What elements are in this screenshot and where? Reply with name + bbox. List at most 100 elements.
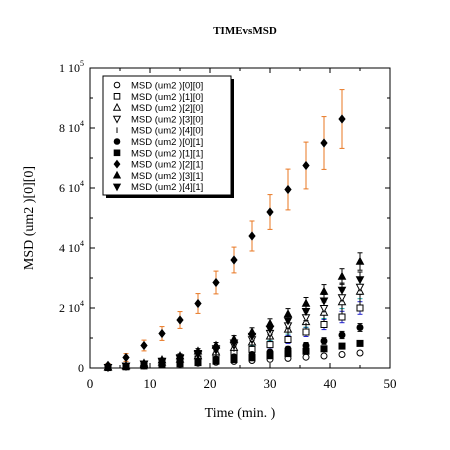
legend-label: MSD (um2 )[2][1] [131, 160, 203, 171]
data-point [140, 340, 148, 351]
y-tick-mantissa: 1 10 [59, 61, 80, 75]
legend-label: MSD (um2 )[1][0] [131, 92, 203, 103]
y-tick-exponent: 4 [80, 179, 84, 188]
data-point [338, 114, 346, 124]
legend-marker [113, 138, 121, 145]
legend-marker [112, 183, 122, 192]
y-tick-mantissa: 2 10 [59, 301, 80, 315]
data-point [266, 207, 274, 217]
data-point [338, 351, 346, 358]
y-tick-exponent: 4 [80, 239, 84, 248]
data-point [338, 331, 346, 339]
data-point [139, 360, 149, 369]
data-point [301, 308, 311, 317]
data-point [319, 305, 329, 314]
data-point [320, 321, 328, 328]
legend-marker [113, 149, 121, 157]
data-point [175, 354, 185, 363]
y-tick-label: 1 105 [59, 59, 84, 75]
data-point [284, 336, 292, 343]
data-point [338, 313, 346, 321]
legend-marker [112, 170, 122, 179]
data-point [337, 286, 347, 295]
data-point [265, 318, 275, 327]
x-tick-label: 40 [324, 376, 337, 391]
y-tick-exponent: 4 [80, 119, 84, 128]
data-point [212, 357, 220, 365]
legend-marker [113, 81, 121, 89]
data-point [229, 339, 239, 348]
y-tick-exponent: 5 [80, 59, 84, 68]
y-tick-mantissa: 4 10 [59, 241, 80, 255]
data-point [157, 357, 167, 366]
data-point [283, 309, 293, 318]
data-point [211, 345, 221, 354]
data-point [230, 356, 238, 364]
legend-marker [112, 102, 122, 111]
legend: MSD (um2 )[0][0]MSD (um2 )[1][0]MSD (um2… [102, 75, 234, 198]
data-point [302, 353, 310, 361]
data-point [301, 298, 311, 307]
data-point [355, 276, 365, 285]
y-axis-label: MSD (um2 )[0][0] [22, 166, 37, 270]
data-point [266, 352, 274, 360]
y-tick-label: 0 [78, 361, 84, 375]
data-point [103, 363, 113, 373]
series-9 [103, 276, 365, 373]
y-tick-label: 4 104 [59, 239, 84, 255]
y-tick-label: 6 104 [59, 179, 84, 195]
data-point [122, 352, 130, 363]
data-point [266, 341, 274, 349]
data-point [337, 271, 347, 280]
data-point [284, 350, 292, 358]
legend-marker [113, 93, 121, 100]
data-point [356, 349, 364, 357]
data-point [194, 298, 202, 309]
data-point [194, 359, 202, 367]
data-point [265, 325, 275, 334]
data-point [121, 362, 131, 371]
legend-marker [113, 159, 121, 169]
data-point [193, 350, 203, 359]
data-markers [103, 114, 365, 373]
data-point [319, 286, 329, 295]
x-tick-label: 0 [87, 376, 94, 391]
x-tick-label: 30 [264, 376, 277, 391]
x-axis-label: Time (min. ) [205, 406, 276, 421]
x-tick-label: 50 [384, 376, 397, 391]
data-point [320, 337, 328, 345]
data-point [284, 184, 292, 195]
data-point [248, 231, 256, 241]
data-point [355, 256, 365, 265]
data-point [230, 255, 238, 265]
y-tick-mantissa: 0 [78, 361, 84, 375]
data-point [248, 354, 256, 362]
data-point [356, 324, 364, 331]
data-point [320, 345, 328, 353]
data-point [302, 160, 310, 171]
legend-marker [112, 115, 122, 124]
data-point [158, 328, 166, 339]
legend-label: MSD (um2 )[0][0] [131, 81, 203, 92]
x-tick-label: 10 [144, 376, 157, 391]
data-point [302, 328, 310, 336]
data-point [302, 347, 310, 355]
legend-label: MSD (um2 )[4][0] [131, 126, 203, 137]
y-tick-mantissa: 6 10 [59, 181, 80, 195]
legend-label: MSD (um2 )[0][1] [131, 137, 203, 148]
y-tick-mantissa: 8 10 [59, 121, 80, 135]
legend-label: MSD (um2 )[1][1] [131, 148, 203, 159]
legend-box [102, 75, 232, 196]
legend-label: MSD (um2 )[3][1] [131, 171, 203, 182]
legend-label: MSD (um2 )[3][0] [131, 114, 203, 125]
y-tick-label: 8 104 [59, 119, 84, 135]
data-point [338, 342, 346, 350]
legend-label: MSD (um2 )[2][0] [131, 103, 203, 114]
data-point [302, 342, 310, 349]
data-point [247, 332, 257, 342]
data-point [356, 339, 364, 347]
data-point [337, 294, 347, 303]
data-point [356, 304, 364, 312]
